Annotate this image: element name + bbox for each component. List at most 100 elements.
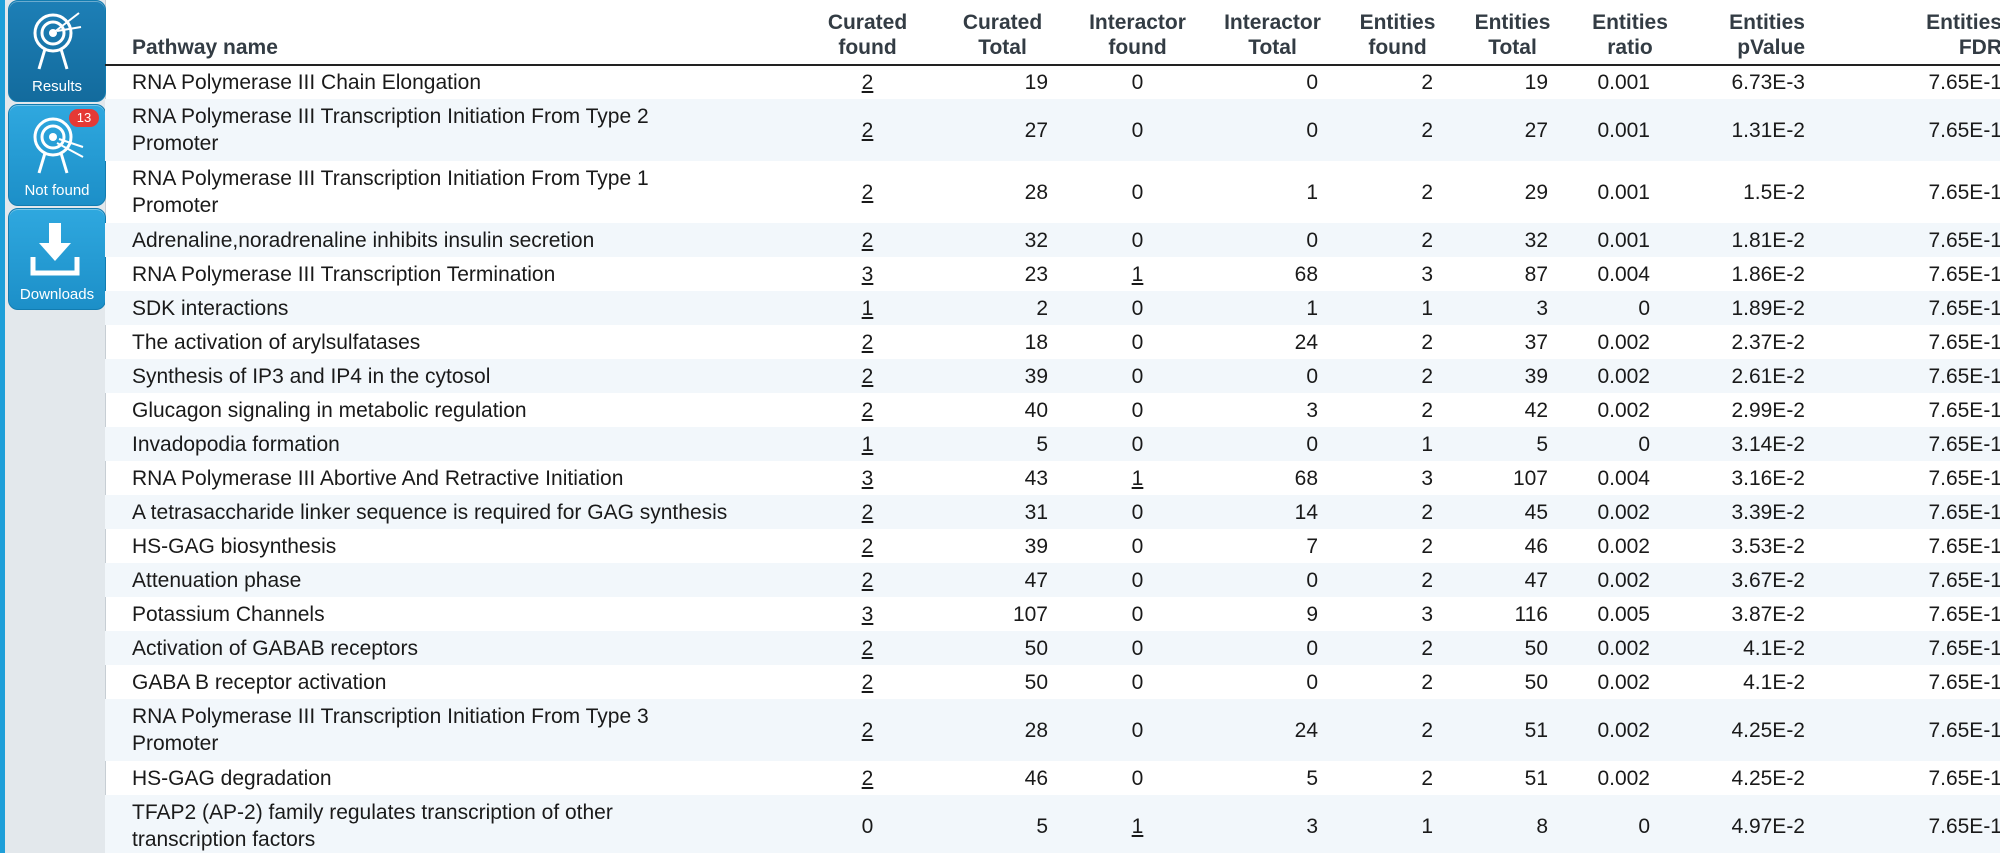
curated-found-link[interactable]: 2 bbox=[861, 636, 874, 660]
table-row[interactable]: Potassium Channels 3 107 0 9 3 116 0.005 3.87E-2… bbox=[105, 597, 2000, 631]
pathway-name-cell[interactable]: TFAP2 (AP-2) family regulates transcript… bbox=[105, 795, 800, 853]
entities-found-text: 2 bbox=[1421, 670, 1433, 694]
curated-found-link[interactable]: 3 bbox=[861, 466, 874, 490]
pathway-name-cell[interactable]: Adrenaline,noradrenaline inhibits insuli… bbox=[105, 223, 800, 257]
entities-fdr-text: 7.65E-1 bbox=[1928, 296, 2000, 320]
pathway-name-cell[interactable]: HS-GAG biosynthesis bbox=[105, 529, 800, 563]
header-interactor-found[interactable]: Interactor found bbox=[1070, 0, 1205, 66]
table-row[interactable]: RNA Polymerase III Chain Elongation 2 19 0 0… bbox=[105, 65, 2000, 99]
results-button[interactable]: Results bbox=[8, 0, 106, 102]
entities-found-cell: 2 bbox=[1340, 325, 1455, 359]
pathway-name-cell[interactable]: SDK interactions bbox=[105, 291, 800, 325]
table-row[interactable]: HS-GAG degradation 2 46 0 5 2 51 0.002 4.25E-2 7.… bbox=[105, 761, 2000, 795]
curated-found-link[interactable]: 2 bbox=[861, 534, 874, 558]
curated-found-link[interactable]: 2 bbox=[861, 71, 874, 94]
header-curated-found[interactable]: Curated found bbox=[800, 0, 935, 66]
curated-found-link[interactable]: 2 bbox=[861, 364, 874, 388]
table-row[interactable]: GABA B receptor activation 2 50 0 0 2 50 0.002 4… bbox=[105, 665, 2000, 699]
pathway-name-cell[interactable]: Activation of GABAB receptors bbox=[105, 631, 800, 665]
entities-total-text: 50 bbox=[1524, 670, 1548, 694]
header-entities-ratio[interactable]: Entities ratio bbox=[1570, 0, 1690, 66]
curated-found-link[interactable]: 2 bbox=[861, 766, 874, 790]
curated-found-link[interactable]: 2 bbox=[861, 330, 874, 354]
results-table-container[interactable]: Pathway name Curated found Curated Total I… bbox=[105, 0, 2000, 853]
curated-found-link[interactable]: 2 bbox=[861, 398, 874, 422]
table-row[interactable]: RNA Polymerase III Transcription Initiat… bbox=[105, 99, 2000, 161]
table-row[interactable]: RNA Polymerase III Abortive And Retracti… bbox=[105, 461, 2000, 495]
curated-found-link[interactable]: 2 bbox=[861, 500, 874, 524]
pathway-name-text: HS-GAG biosynthesis bbox=[132, 534, 337, 558]
curated-found-link[interactable]: 3 bbox=[861, 262, 874, 286]
entities-fdr-text: 7.65E-1 bbox=[1928, 432, 2000, 456]
entities-pvalue-cell: 4.1E-2 bbox=[1690, 631, 1845, 665]
table-row[interactable]: The activation of arylsulfatases 2 18 0 24 2 3… bbox=[105, 325, 2000, 359]
pathway-name-cell[interactable]: Synthesis of IP3 and IP4 in the cytosol bbox=[105, 359, 800, 393]
pathway-name-cell[interactable]: GABA B receptor activation bbox=[105, 665, 800, 699]
header-interactor-total[interactable]: Interactor Total bbox=[1205, 0, 1340, 66]
entities-fdr-text: 7.65E-1 bbox=[1928, 330, 2000, 354]
entities-ratio-text: 0.002 bbox=[1597, 670, 1650, 694]
pathway-name-cell[interactable]: A tetrasaccharide linker sequence is req… bbox=[105, 495, 800, 529]
table-row[interactable]: Invadopodia formation 1 5 0 0 1 5 0 3.14E-2 7.65E… bbox=[105, 427, 2000, 461]
curated-found-link[interactable]: 2 bbox=[861, 228, 874, 252]
header-entities-total[interactable]: Entities Total bbox=[1455, 0, 1570, 66]
pathway-name-cell[interactable]: Glucagon signaling in metabolic regulati… bbox=[105, 393, 800, 427]
pathway-name-cell[interactable]: Attenuation phase bbox=[105, 563, 800, 597]
interactor-total-text: 3 bbox=[1306, 814, 1318, 838]
pathway-name-text: RNA Polymerase III Chain Elongation bbox=[132, 71, 482, 94]
header-entities-pvalue[interactable]: Entities pValue bbox=[1690, 0, 1845, 66]
curated-found-link[interactable]: 2 bbox=[861, 118, 874, 142]
table-row[interactable]: RNA Polymerase III Transcription Initiat… bbox=[105, 699, 2000, 761]
pathway-name-cell[interactable]: RNA Polymerase III Transcription Termina… bbox=[105, 257, 800, 291]
curated-found-cell: 2 bbox=[800, 495, 935, 529]
entities-pvalue-cell: 3.67E-2 bbox=[1690, 563, 1845, 597]
pathway-name-cell[interactable]: Invadopodia formation bbox=[105, 427, 800, 461]
entities-fdr-cell: 7.65E-1 bbox=[1845, 563, 2000, 597]
header-entities-fdr[interactable]: Entities FDR bbox=[1845, 0, 2000, 66]
table-row[interactable]: Activation of GABAB receptors 2 50 0 0 2 50 0.0… bbox=[105, 631, 2000, 665]
table-row[interactable]: HS-GAG biosynthesis 2 39 0 7 2 46 0.002 3.53E-2 7… bbox=[105, 529, 2000, 563]
table-row[interactable]: Adrenaline,noradrenaline inhibits insuli… bbox=[105, 223, 2000, 257]
curated-found-link[interactable]: 3 bbox=[861, 602, 874, 626]
curated-found-link[interactable]: 1 bbox=[861, 296, 874, 320]
pathway-name-cell[interactable]: RNA Polymerase III Abortive And Retracti… bbox=[105, 461, 800, 495]
pathway-name-cell[interactable]: Potassium Channels bbox=[105, 597, 800, 631]
table-row[interactable]: SDK interactions 1 2 0 1 1 3 0 1.89E-2 7.65E-1 bbox=[105, 291, 2000, 325]
entities-total-cell: 32 bbox=[1455, 223, 1570, 257]
table-row[interactable]: Synthesis of IP3 and IP4 in the cytosol 2… bbox=[105, 359, 2000, 393]
pathway-name-cell[interactable]: The activation of arylsulfatases bbox=[105, 325, 800, 359]
interactor-found-link[interactable]: 1 bbox=[1131, 262, 1144, 286]
downloads-label: Downloads bbox=[19, 286, 95, 303]
curated-found-link[interactable]: 1 bbox=[861, 432, 874, 456]
table-row[interactable]: A tetrasaccharide linker sequence is req… bbox=[105, 495, 2000, 529]
entities-pvalue-cell: 1.89E-2 bbox=[1690, 291, 1845, 325]
curated-found-link[interactable]: 2 bbox=[861, 670, 874, 694]
not-found-button[interactable]: 13 Not found bbox=[8, 104, 106, 206]
table-row[interactable]: RNA Polymerase III Transcription Initiat… bbox=[105, 161, 2000, 223]
entities-fdr-text: 7.65E-1 bbox=[1928, 118, 2000, 142]
entities-total-cell: 42 bbox=[1455, 393, 1570, 427]
curated-total-text: 39 bbox=[1024, 534, 1048, 558]
pathway-name-cell[interactable]: RNA Polymerase III Transcription Initiat… bbox=[105, 699, 800, 761]
entities-fdr-text: 7.65E-1 bbox=[1928, 180, 2000, 204]
table-row[interactable]: Glucagon signaling in metabolic regulati… bbox=[105, 393, 2000, 427]
header-curated-total[interactable]: Curated Total bbox=[935, 0, 1070, 66]
header-pathway-name[interactable]: Pathway name bbox=[105, 0, 800, 66]
pathway-name-cell[interactable]: RNA Polymerase III Transcription Initiat… bbox=[105, 161, 800, 223]
interactor-found-link[interactable]: 1 bbox=[1131, 466, 1144, 490]
table-row[interactable]: TFAP2 (AP-2) family regulates transcript… bbox=[105, 795, 2000, 853]
table-row[interactable]: Attenuation phase 2 47 0 0 2 47 0.002 3.67E-2 7.6… bbox=[105, 563, 2000, 597]
entities-fdr-text: 7.65E-1 bbox=[1928, 718, 2000, 742]
pathway-name-cell[interactable]: RNA Polymerase III Transcription Initiat… bbox=[105, 99, 800, 161]
table-row[interactable]: RNA Polymerase III Transcription Termina… bbox=[105, 257, 2000, 291]
interactor-found-link[interactable]: 1 bbox=[1131, 814, 1144, 838]
pathway-name-text: RNA Polymerase III Transcription Termina… bbox=[132, 262, 556, 286]
downloads-button[interactable]: Downloads bbox=[8, 208, 106, 310]
curated-found-link[interactable]: 2 bbox=[861, 718, 874, 742]
header-entities-found[interactable]: Entities found bbox=[1340, 0, 1455, 66]
curated-found-link[interactable]: 2 bbox=[861, 568, 874, 592]
interactor-found-text: 0 bbox=[1131, 636, 1144, 660]
pathway-name-cell[interactable]: HS-GAG degradation bbox=[105, 761, 800, 795]
curated-found-link[interactable]: 2 bbox=[861, 180, 874, 204]
pathway-name-cell[interactable]: RNA Polymerase III Chain Elongation bbox=[105, 65, 800, 99]
